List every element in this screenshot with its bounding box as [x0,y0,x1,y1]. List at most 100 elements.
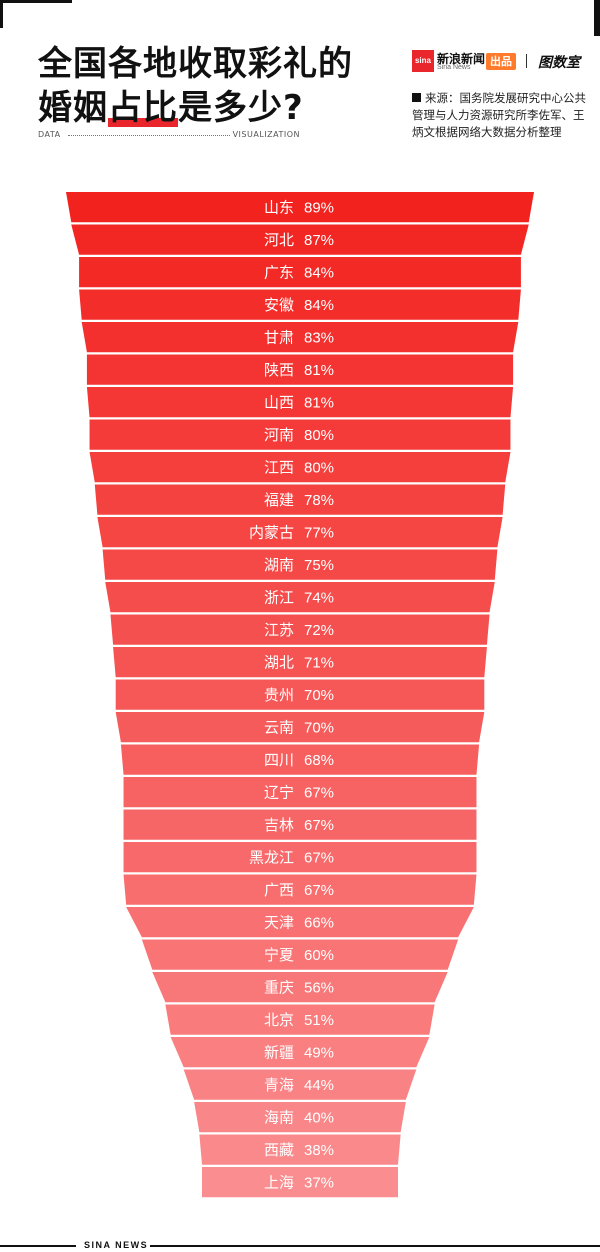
value-label: 37% [304,1175,334,1192]
funnel-bar-陕西 [86,354,514,385]
funnel-bar-江苏 [110,614,490,645]
funnel-bar-广东 [79,257,521,288]
value-label: 80% [304,460,334,477]
value-label: 72% [304,622,334,639]
category-label: 内蒙古 [249,524,294,542]
category-label: 陕西 [264,361,294,379]
category-label: 宁夏 [264,946,294,964]
funnel-bar-浙江 [105,582,495,613]
category-label: 青海 [264,1076,294,1094]
dotted-divider [68,135,230,136]
funnel-bar-上海 [202,1167,398,1198]
category-label: 四川 [264,751,294,769]
funnel-bar-海南 [194,1102,406,1133]
funnel-bar-云南 [115,712,485,743]
funnel-bar-江西 [89,452,511,483]
title-line-2: 婚姻占比是多少? [38,86,398,130]
page-title: 全国各地收取彩礼的 婚姻占比是多少? [38,42,398,130]
sina-logo-icon: sina [412,50,434,72]
value-label: 66% [304,915,334,932]
value-label: 40% [304,1110,334,1127]
category-label: 广西 [264,881,294,899]
value-label: 81% [304,395,334,412]
visualization-label: VISUALIZATION [232,130,300,139]
value-label: 60% [304,947,334,964]
studio-logo: 图数室 [538,55,580,71]
category-label: 湖南 [264,556,294,574]
title-line-2-post: 是多少? [178,88,304,128]
funnel-bar-四川 [120,744,480,775]
category-label: 湖北 [264,654,294,672]
category-label: 福建 [264,491,294,509]
category-label: 浙江 [264,589,294,607]
funnel-bar-内蒙古 [97,517,503,548]
corner-frame-top-right [594,0,600,36]
brand-name-cn: 新浪新闻 [437,52,486,66]
value-label: 84% [304,297,334,314]
funnel-bar-黑龙江 [123,842,477,873]
category-label: 上海 [264,1174,294,1192]
category-label: 云南 [264,719,294,737]
value-label: 83% [304,330,334,347]
funnel-bar-新疆 [170,1037,430,1068]
value-label: 51% [304,1012,334,1029]
source-text: 来源：国务院发展研究中心公共管理与人力资源研究所李佐军、王炳文根据网络大数据分析… [412,91,586,139]
funnel-bar-湖南 [102,549,498,580]
category-label: 河北 [264,231,294,249]
funnel-bar-甘肃 [81,322,519,353]
value-label: 44% [304,1077,334,1094]
brand-block: sina 新浪新闻 Sina News 出品 图数室 [412,50,588,74]
category-label: 山西 [264,394,294,412]
category-label: 辽宁 [264,784,294,802]
category-label: 北京 [264,1011,294,1029]
value-label: 78% [304,492,334,509]
footer-brand: SINA NEWS [84,1240,149,1250]
value-label: 84% [304,265,334,282]
value-label: 70% [304,687,334,704]
value-label: 71% [304,655,334,672]
value-label: 67% [304,817,334,834]
funnel-bar-福建 [94,484,506,515]
funnel-bar-湖北 [113,647,487,678]
footer-rule-left [0,1245,76,1247]
data-label: DATA [38,130,61,139]
category-label: 山东 [264,199,294,217]
value-label: 74% [304,590,334,607]
value-label: 68% [304,752,334,769]
funnel-bar-广西 [123,874,477,905]
category-label: 甘肃 [264,329,294,347]
category-label: 海南 [264,1109,294,1127]
category-label: 西藏 [264,1141,294,1159]
funnel-bar-山东 [66,192,534,223]
category-label: 天津 [264,914,294,932]
value-label: 67% [304,785,334,802]
category-label: 河南 [264,426,294,444]
funnel-bar-贵州 [115,679,485,710]
title-line-2-pre: 婚姻 [38,88,108,128]
source-note: 来源：国务院发展研究中心公共管理与人力资源研究所李佐军、王炳文根据网络大数据分析… [412,90,592,141]
funnel-bar-吉林 [123,809,477,840]
value-label: 56% [304,980,334,997]
funnel-bar-山西 [86,387,514,418]
corner-frame-top-left [0,0,72,28]
value-label: 75% [304,557,334,574]
brand-name-en: Sina News [437,64,471,71]
value-label: 80% [304,427,334,444]
category-label: 江苏 [264,621,294,639]
value-label: 87% [304,232,334,249]
funnel-bar-天津 [126,907,474,938]
funnel-bar-西藏 [199,1134,401,1165]
footer-rule-right [150,1245,600,1247]
funnel-bar-河南 [89,419,511,450]
category-label: 新疆 [264,1044,294,1062]
value-label: 77% [304,525,334,542]
category-label: 江西 [264,459,294,477]
produced-badge: 出品 [486,53,516,70]
value-label: 89% [304,200,334,217]
funnel-bar-河北 [71,224,529,255]
title-line-1: 全国各地收取彩礼的 [38,44,353,84]
category-label: 安徽 [264,296,294,314]
title-highlight: 占比 [108,88,178,128]
